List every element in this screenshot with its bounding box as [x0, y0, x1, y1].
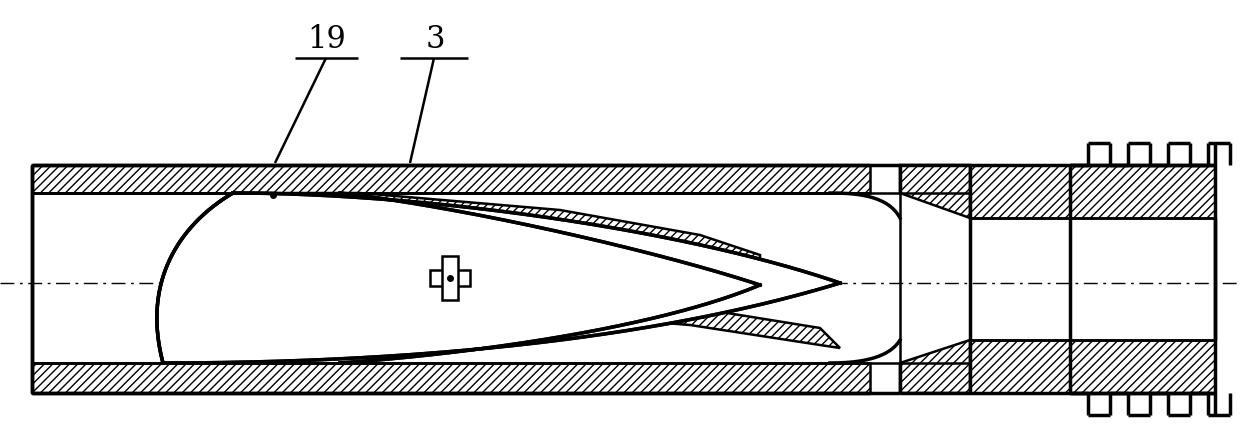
Polygon shape	[340, 193, 760, 363]
Polygon shape	[157, 193, 233, 363]
Text: 3: 3	[425, 24, 445, 56]
Polygon shape	[441, 256, 458, 300]
Polygon shape	[162, 193, 839, 363]
Polygon shape	[340, 293, 839, 348]
Polygon shape	[970, 165, 1215, 218]
Bar	[900, 218, 970, 340]
Polygon shape	[900, 165, 970, 218]
Polygon shape	[32, 363, 870, 393]
Polygon shape	[900, 340, 970, 393]
Polygon shape	[430, 270, 470, 286]
Polygon shape	[32, 165, 870, 193]
Bar	[970, 218, 1215, 340]
Polygon shape	[970, 340, 1215, 393]
Text: 19: 19	[308, 24, 346, 56]
Bar	[32, 193, 870, 363]
Polygon shape	[233, 193, 760, 272]
